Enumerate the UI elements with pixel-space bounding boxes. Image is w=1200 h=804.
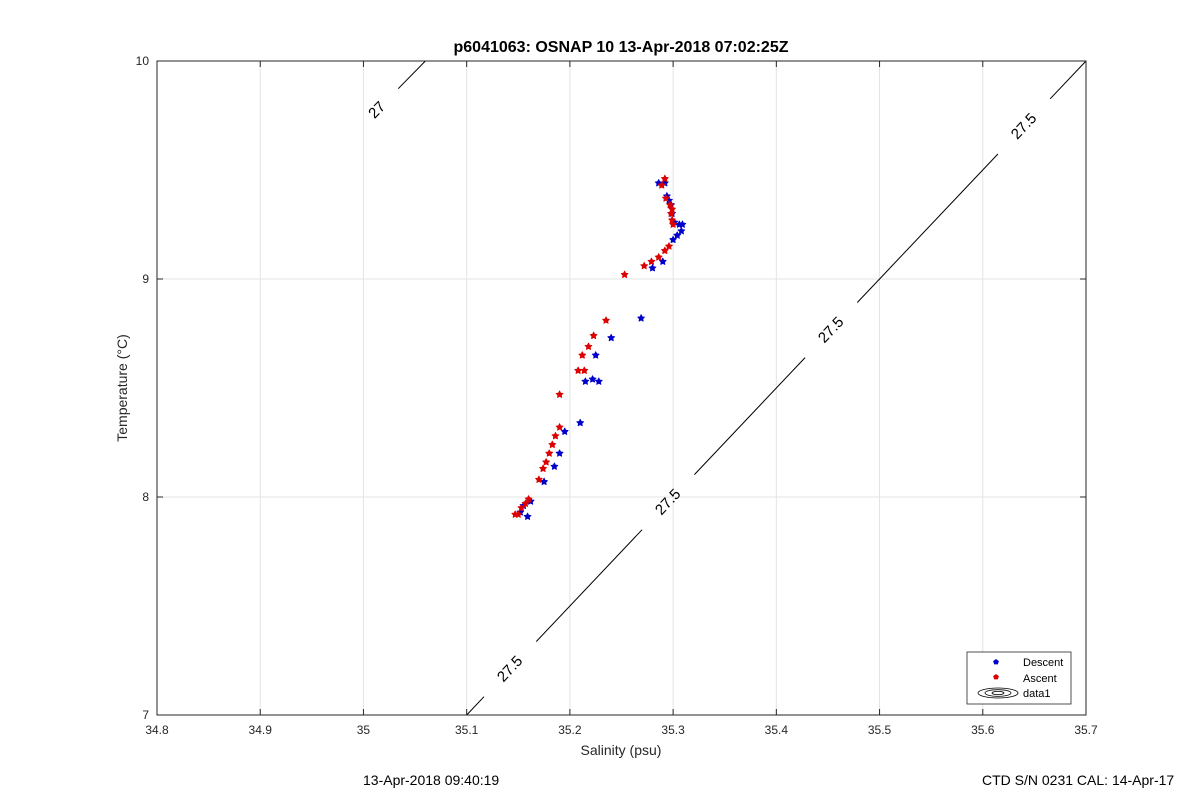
ascent-point <box>551 432 560 440</box>
ascent-point <box>665 242 673 250</box>
legend-contour-label: data1 <box>1023 688 1051 700</box>
plot-area <box>157 61 1086 715</box>
y-tick-label: 7 <box>142 708 149 722</box>
descent-point <box>648 264 657 272</box>
descent-point <box>576 418 584 427</box>
x-tick-label: 35.4 <box>765 723 789 737</box>
ascent-point <box>535 475 543 483</box>
ascent-point <box>640 261 648 270</box>
chart-title: p6041063: OSNAP 10 13-Apr-2018 07:02:25Z <box>454 39 789 56</box>
legend-contour-icon <box>977 687 1019 699</box>
ascent-point <box>657 181 666 189</box>
x-tick-labels: 34.8 34.9 35 35.1 35.2 35.3 35.4 35.5 35.6 35.7 <box>145 723 1098 737</box>
legend-ascent-marker <box>993 674 999 680</box>
y-tick-label: 9 <box>142 272 149 286</box>
ascent-point <box>517 503 526 512</box>
descent-point <box>555 449 564 457</box>
x-tick-label: 35.1 <box>455 723 479 737</box>
y-axis-label: Temperature (°C) <box>114 334 130 442</box>
descent-point <box>659 257 667 265</box>
isopycnal-line <box>397 60 426 90</box>
ascent-point <box>589 331 598 339</box>
x-tick-label: 35.6 <box>971 723 995 737</box>
footer-timestamp: 13-Apr-2018 09:40:19 <box>363 772 500 788</box>
descent-point <box>540 477 548 486</box>
x-tick-label: 35.3 <box>661 723 685 737</box>
y-tick-labels: 7 8 9 10 <box>136 54 150 722</box>
ascent-point <box>667 209 675 217</box>
descent-point <box>588 375 597 383</box>
descent-point <box>607 333 615 342</box>
descent-point <box>550 462 559 470</box>
isopycnal-line <box>466 60 1087 716</box>
ascent-point <box>584 342 593 350</box>
descent-point <box>678 220 687 228</box>
ascent-point <box>661 246 669 254</box>
data-points <box>511 174 687 520</box>
y-tick-label: 8 <box>142 490 149 504</box>
legend-descent-label: Descent <box>1023 657 1063 669</box>
ascent-point <box>661 174 669 182</box>
legend-ascent-label: Ascent <box>1023 673 1057 685</box>
x-tick-label: 34.8 <box>145 723 169 737</box>
x-tick-label: 35.5 <box>868 723 892 737</box>
ascent-point <box>511 510 519 518</box>
ascent-point <box>669 220 677 228</box>
x-tick-label: 35.2 <box>558 723 582 737</box>
x-tick-label: 35.7 <box>1074 723 1098 737</box>
ascent-point <box>647 257 656 265</box>
legend[interactable]: Descent Ascent data1 <box>966 651 1072 705</box>
ascent-point <box>578 351 587 359</box>
ascent-point <box>574 366 582 374</box>
descent-point <box>673 231 682 239</box>
ascent-point <box>524 495 533 503</box>
ascent-point <box>555 423 564 431</box>
plot-frame <box>156 60 1087 716</box>
ascent-point <box>545 449 554 457</box>
descent-point <box>637 314 645 322</box>
legend-box <box>966 651 1072 705</box>
ascent-point <box>620 270 629 278</box>
x-axis-label: Salinity (psu) <box>581 742 662 758</box>
ascent-point <box>539 464 547 472</box>
descent-point <box>595 377 603 385</box>
x-tick-label: 35 <box>357 723 371 737</box>
ascent-point <box>662 194 670 202</box>
ascent-point <box>548 440 557 448</box>
descent-point <box>523 512 532 520</box>
ascent-point <box>555 390 564 398</box>
ascent-point <box>521 499 530 507</box>
y-tick-label: 10 <box>136 54 150 68</box>
series-ascent <box>511 174 677 518</box>
axis-ticks <box>156 60 1087 716</box>
ascent-point <box>542 458 550 466</box>
descent-point <box>581 377 590 385</box>
descent-point <box>677 227 686 235</box>
x-tick-label: 34.9 <box>249 723 273 737</box>
ascent-point <box>654 253 663 261</box>
ascent-point <box>602 316 610 324</box>
descent-point <box>591 351 600 359</box>
footer-ctd-info: CTD S/N 0231 CAL: 14-Apr-17 <box>982 772 1175 788</box>
descent-point <box>669 235 677 244</box>
legend-descent-marker <box>993 659 999 665</box>
descent-point <box>560 427 569 435</box>
